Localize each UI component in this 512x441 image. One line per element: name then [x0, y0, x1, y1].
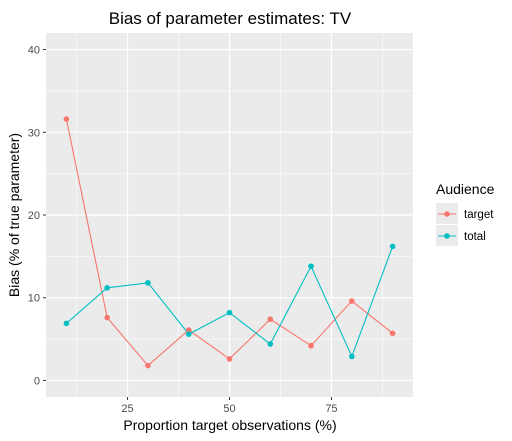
data-point-target	[226, 356, 233, 362]
x-tick-label: 50	[223, 403, 235, 415]
series-points	[63, 116, 396, 369]
y-axis-ticks: 0 10 20 30 40	[28, 45, 46, 387]
legend-label-total: total	[464, 231, 486, 243]
x-axis-title: Proportion target observations (%)	[123, 417, 336, 433]
legend-key-point-total	[444, 233, 450, 239]
y-tick-label: 0	[34, 375, 40, 387]
x-tick-label: 75	[325, 403, 337, 415]
data-point-target	[63, 116, 70, 122]
data-point-total	[145, 280, 151, 286]
legend: Audience target total	[436, 181, 495, 246]
chart-title: Bias of parameter estimates: TV	[109, 9, 352, 28]
data-point-target	[349, 298, 355, 304]
data-point-total	[389, 243, 396, 250]
data-point-target	[145, 362, 151, 369]
data-point-total	[267, 341, 274, 347]
data-point-total	[308, 263, 314, 270]
data-point-target	[104, 314, 110, 321]
y-axis-title: Bias (% of true parameter)	[6, 133, 22, 297]
data-point-total	[185, 331, 192, 337]
y-tick-label: 20	[28, 210, 40, 222]
data-point-target	[308, 342, 314, 349]
y-tick-label: 30	[28, 127, 40, 139]
legend-title: Audience	[436, 181, 495, 197]
legend-label-target: target	[464, 209, 494, 221]
data-point-target	[185, 327, 192, 333]
data-point-total	[104, 285, 110, 291]
major-gridlines	[46, 33, 413, 397]
data-point-target	[267, 316, 274, 323]
y-tick-label: 10	[28, 293, 40, 305]
data-point-total	[63, 320, 70, 327]
y-tick-label: 40	[28, 45, 40, 57]
data-point-total	[349, 353, 355, 360]
legend-key-point-target	[444, 211, 450, 217]
data-point-target	[389, 330, 396, 337]
x-tick-label: 25	[121, 403, 133, 415]
data-point-total	[226, 309, 233, 316]
x-axis-ticks: 25 50 75	[121, 397, 338, 415]
